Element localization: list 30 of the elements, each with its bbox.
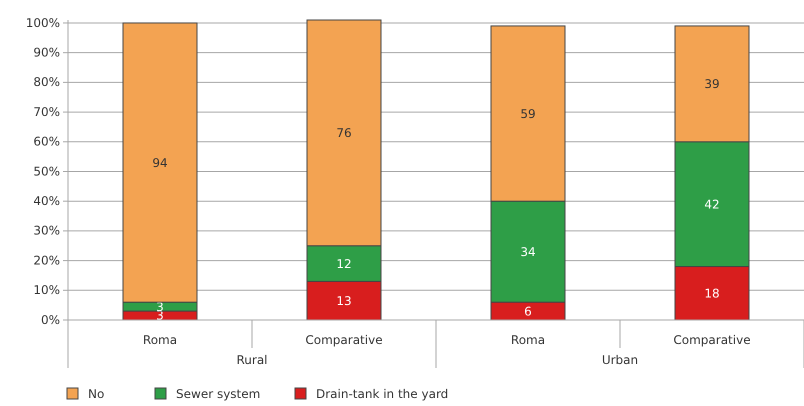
legend-label: Sewer system	[176, 387, 260, 401]
data-label: 18	[704, 286, 720, 300]
text: Rural	[236, 353, 268, 367]
text: Urban	[602, 353, 638, 367]
y-tick-label: 20%	[33, 253, 60, 268]
y-tick-label: 90%	[33, 46, 60, 60]
data-label: 6	[524, 304, 532, 318]
x-tick-label: Comparative	[673, 333, 751, 347]
data-label: 34	[520, 244, 536, 259]
data-label: 39	[704, 77, 720, 92]
y-tick-label: 0%	[40, 312, 60, 327]
y-tick-label: 50%	[33, 164, 60, 178]
y-tick-label: 70%	[33, 104, 60, 119]
data-label: 59	[520, 106, 536, 121]
x-tick-label: Comparative	[305, 333, 383, 347]
data-label: 76	[336, 126, 352, 140]
y-tick-label: 80%	[33, 75, 60, 90]
x-tick-label: Roma	[142, 333, 178, 347]
x-tick-label: Roma	[510, 333, 546, 347]
data-label: 42	[704, 197, 720, 212]
y-tick-label: 40%	[33, 194, 60, 208]
y-tick-label: 100%	[26, 16, 60, 30]
y-tick-label: 60%	[33, 134, 60, 149]
y-tick-label: 30%	[33, 224, 60, 238]
data-label: 94	[152, 156, 168, 170]
data-label: 13	[336, 294, 352, 308]
y-tick-label: 10%	[33, 283, 60, 298]
legend-label: Drain-tank in the yard	[316, 387, 448, 401]
legend-label: No	[88, 387, 104, 401]
data-label: 12	[336, 256, 352, 271]
